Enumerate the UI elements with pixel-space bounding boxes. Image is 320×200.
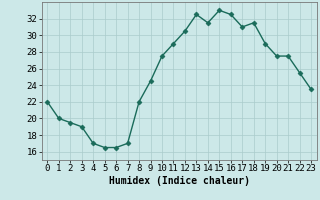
X-axis label: Humidex (Indice chaleur): Humidex (Indice chaleur): [109, 176, 250, 186]
